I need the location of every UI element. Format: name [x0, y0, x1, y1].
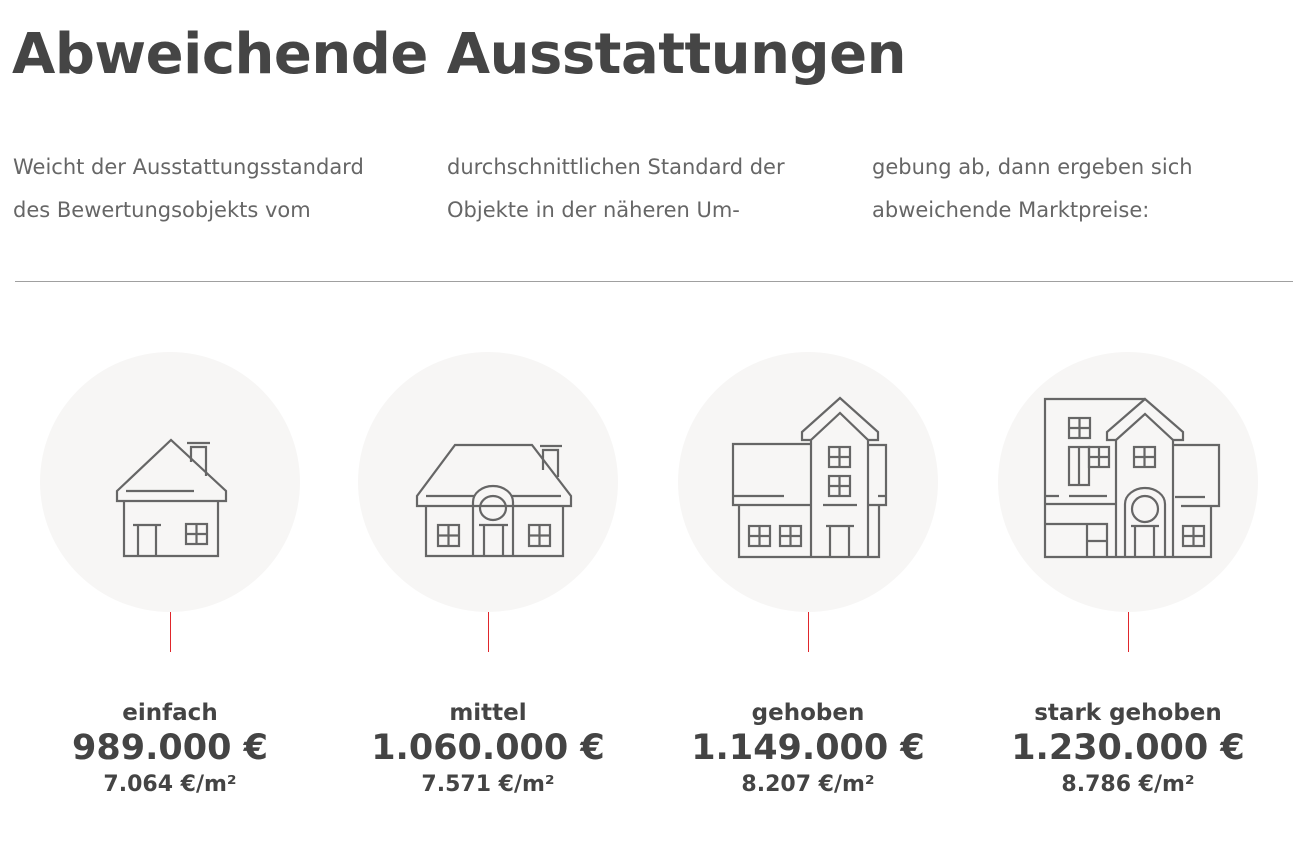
connector-line [169, 612, 171, 652]
standard-gehoben: gehoben 1.149.000 € 8.207 €/m² [678, 352, 938, 797]
luxury-house-icon [1043, 397, 1221, 559]
page-title: Abweichende Ausstattungen [12, 22, 906, 87]
price-per-sqm: 7.571 €/m² [421, 772, 555, 797]
intro-line: Weicht der Ausstattungsstandard [13, 155, 364, 179]
price-per-sqm: 7.064 €/m² [103, 772, 237, 797]
standard-label: mittel [449, 700, 527, 726]
intro-line: Objekte in der näheren Um- [447, 198, 740, 222]
medium-house-icon [415, 443, 573, 558]
icon-circle [358, 352, 618, 612]
price: 1.060.000 € [371, 728, 605, 768]
price-per-sqm: 8.207 €/m² [741, 772, 875, 797]
standard-label: stark gehoben [1034, 700, 1222, 726]
standard-label: einfach [122, 700, 218, 726]
intro-line: abweichende Marktpreise: [872, 198, 1150, 222]
intro-line: durchschnittlichen Standard der [447, 155, 785, 179]
connector-line [1127, 612, 1129, 652]
divider [15, 281, 1293, 282]
connector-line [807, 612, 809, 652]
connector-line [487, 612, 489, 652]
intro-column-2: durchschnittlichen Standard der Objekte i… [447, 146, 847, 232]
icon-circle [998, 352, 1258, 612]
price-per-sqm: 8.786 €/m² [1061, 772, 1195, 797]
upscale-house-icon [731, 396, 888, 559]
intro-line: gebung ab, dann ergeben sich [872, 155, 1193, 179]
intro-column-3: gebung ab, dann ergeben sich abweichende … [872, 146, 1272, 232]
icon-circle [678, 352, 938, 612]
intro-line: des Bewertungsobjekts vom [13, 198, 311, 222]
price: 1.230.000 € [1011, 728, 1245, 768]
intro-column-1: Weicht der Ausstattungsstandard des Bewer… [13, 146, 413, 232]
standard-mittel: mittel 1.060.000 € 7.571 €/m² [358, 352, 618, 797]
standard-einfach: einfach 989.000 € 7.064 €/m² [40, 352, 300, 797]
price: 989.000 € [72, 728, 268, 768]
simple-house-icon [115, 438, 228, 558]
standard-stark-gehoben: stark gehoben 1.230.000 € 8.786 €/m² [998, 352, 1258, 797]
price: 1.149.000 € [691, 728, 925, 768]
standard-label: gehoben [751, 700, 865, 726]
icon-circle [40, 352, 300, 612]
